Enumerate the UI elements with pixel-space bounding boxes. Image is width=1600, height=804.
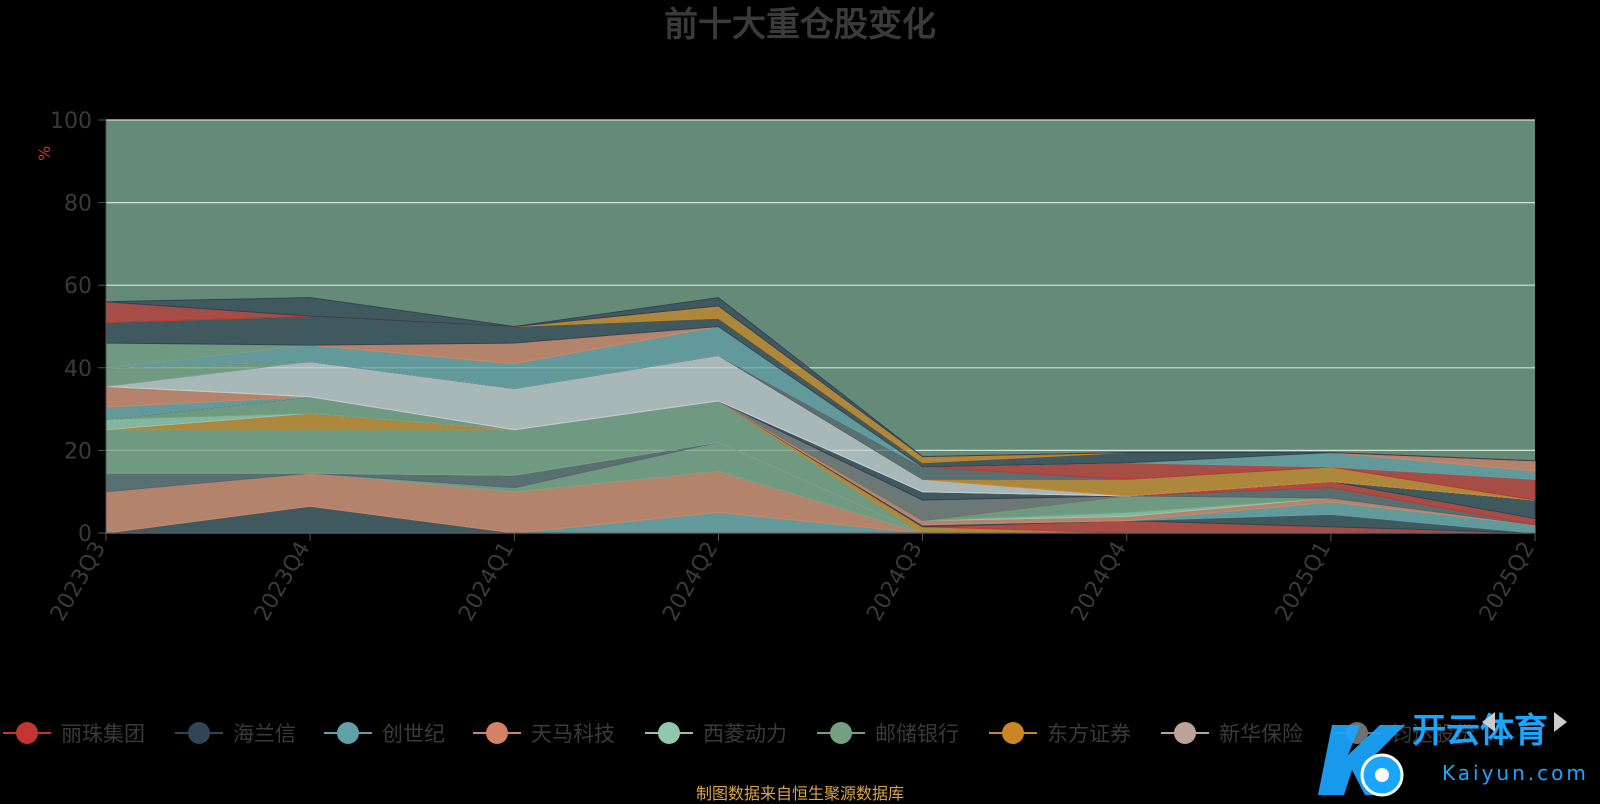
x-tick-label: 2023Q4 — [250, 538, 315, 626]
chart-title: 前十大重仓股变化 — [664, 5, 936, 45]
legend-item[interactable]: 天马科技 — [473, 722, 615, 746]
legend-item[interactable]: 钧达股份 — [1333, 722, 1475, 746]
next-page-icon[interactable] — [1554, 712, 1567, 732]
legend-marker — [830, 722, 852, 744]
x-tick-label: 2025Q1 — [1271, 538, 1336, 626]
watermark-brand: 开云体育 — [1412, 711, 1548, 751]
x-tick-label: 2024Q2 — [658, 538, 723, 626]
y-tick-label: 40 — [64, 357, 92, 382]
legend-label: 新华保险 — [1219, 722, 1303, 746]
y-tick-label: 20 — [64, 439, 92, 464]
legend-item[interactable]: 邮储银行 — [817, 722, 959, 746]
legend-item[interactable]: 丽珠集团 — [3, 722, 145, 746]
legend-label: 钧达股份 — [1391, 722, 1475, 746]
legend-item[interactable]: 海兰信 — [175, 722, 296, 746]
legend-marker — [188, 722, 210, 744]
y-tick-label: 60 — [64, 274, 92, 299]
legend-item[interactable]: 新华保险 — [1161, 722, 1303, 746]
watermark-domain: Kaiyun.com — [1442, 761, 1589, 785]
legend-label: 创世纪 — [382, 722, 445, 746]
legend-marker — [486, 722, 508, 744]
legend-label: 天马科技 — [531, 722, 615, 746]
logo-icon — [1318, 725, 1405, 797]
plot-area: 0 20 40 60 80 100 2023Q3 2023Q4 2024Q1 2024Q2 2024… — [46, 109, 1540, 626]
x-tick-label: 2024Q1 — [454, 538, 519, 626]
source-note: 制图数据来自恒生聚源数据库 — [695, 784, 904, 803]
watermark: 开云体育 Kaiyun.com — [1310, 700, 1600, 800]
y-tick-label: 80 — [64, 192, 92, 217]
legend-marker — [1174, 722, 1196, 744]
series-area-38[interactable] — [105, 297, 1536, 462]
legend-marker — [1002, 722, 1024, 744]
y-tick-label: 0 — [78, 522, 92, 547]
legend[interactable]: 丽珠集团 海兰信 创世纪 天马科技 西菱动力 邮储银行 东方证券 新华保险 钧达股份 — [3, 722, 1475, 746]
legend-item[interactable]: 创世纪 — [324, 722, 445, 746]
legend-label: 东方证券 — [1047, 722, 1131, 746]
x-tick-label: 2023Q3 — [46, 538, 111, 626]
x-tick-label: 2025Q2 — [1475, 538, 1540, 626]
prev-page-icon[interactable] — [1482, 712, 1495, 732]
legend-marker — [337, 722, 359, 744]
legend-label: 邮储银行 — [875, 722, 959, 746]
x-tick-label: 2024Q4 — [1067, 538, 1132, 626]
x-tick-label: 2024Q3 — [862, 538, 927, 626]
legend-pager[interactable] — [1482, 712, 1567, 732]
legend-label: 西菱动力 — [703, 722, 787, 746]
legend-marker — [658, 722, 680, 744]
legend-label: 丽珠集团 — [61, 722, 145, 746]
legend-item[interactable]: 东方证券 — [989, 722, 1131, 746]
y-axis-label: % — [35, 146, 54, 161]
legend-label: 海兰信 — [233, 722, 296, 746]
legend-marker — [16, 722, 38, 744]
y-tick-label: 100 — [50, 109, 92, 134]
legend-item[interactable]: 西菱动力 — [645, 722, 787, 746]
